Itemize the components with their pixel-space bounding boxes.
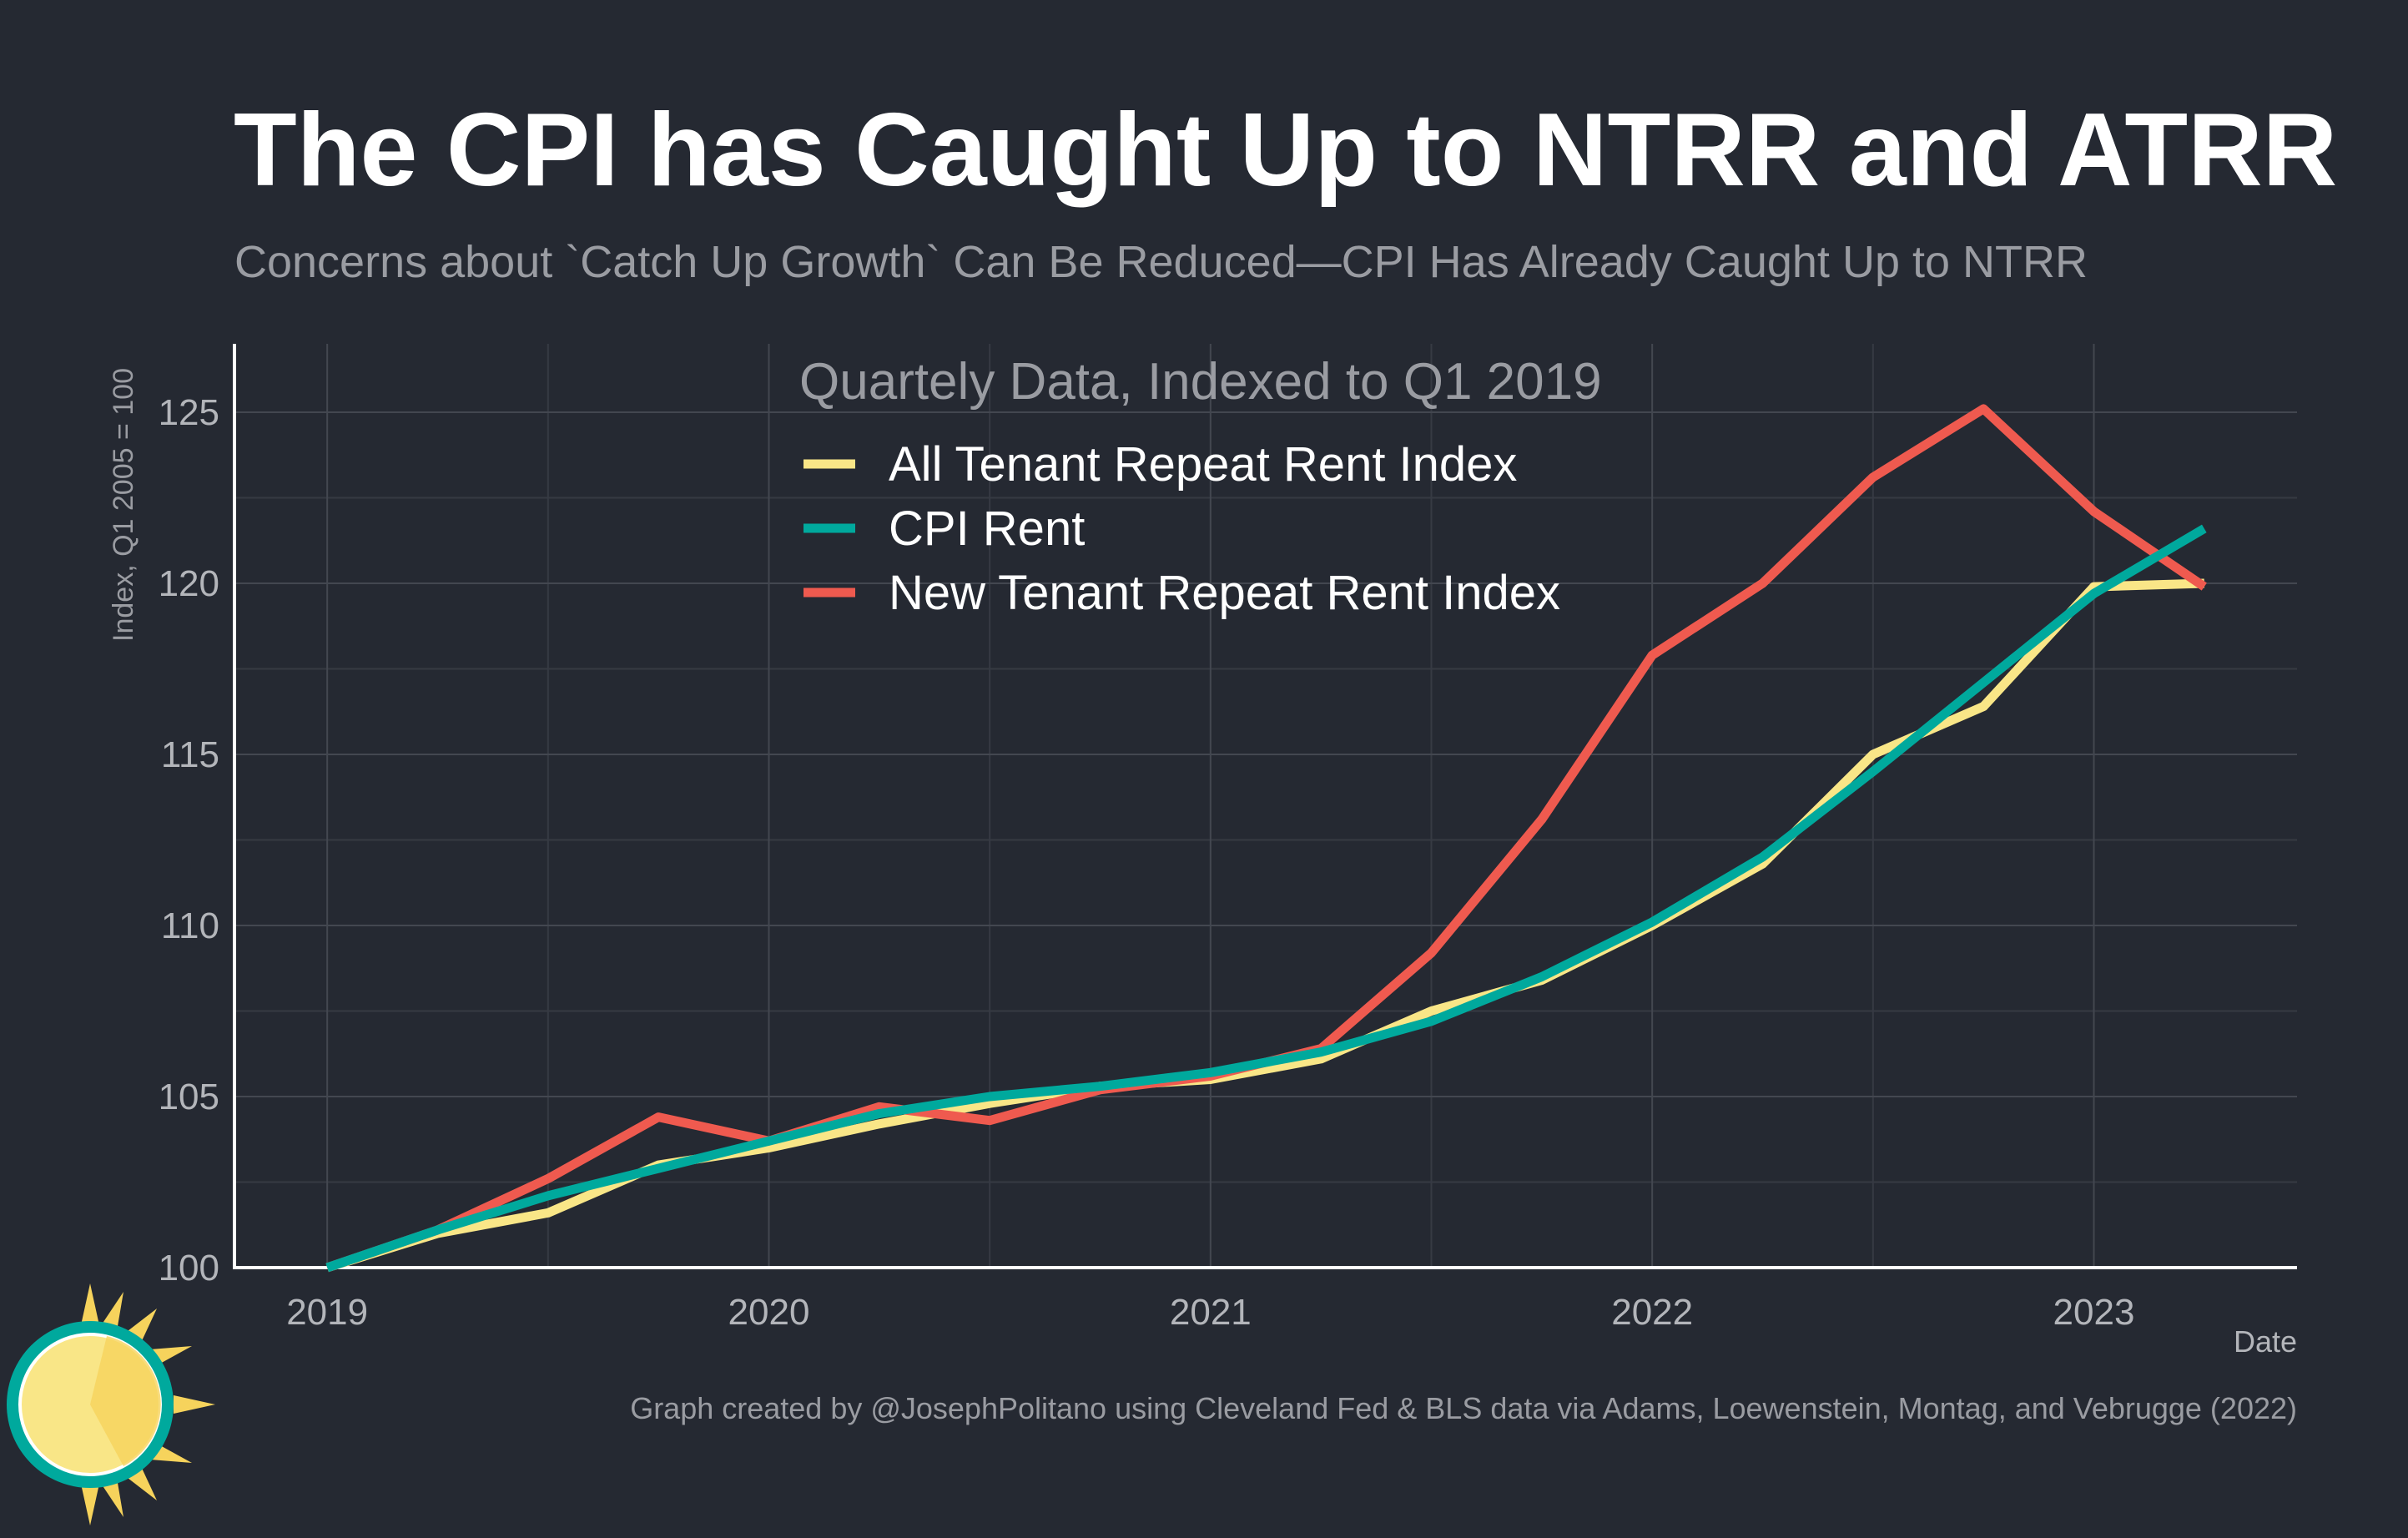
series-line-2 <box>325 524 2207 1273</box>
y-tick-label: 110 <box>161 905 219 946</box>
x-tick-label: 2021 <box>1170 1292 1252 1333</box>
y-tick-label: 100 <box>159 1248 219 1288</box>
legend: Quartely Data, Indexed to Q1 2019 All Te… <box>799 353 1602 620</box>
legend-label: All Tenant Repeat Rent Index <box>889 437 1517 492</box>
sun-logo <box>7 1283 215 1525</box>
chart-title: The CPI has Caught Up to NTRR and ATRR <box>234 93 2337 208</box>
chart-subtitle: Concerns about `Catch Up Growth` Can Be … <box>234 237 2088 287</box>
x-tick-label: 2023 <box>2053 1292 2135 1333</box>
y-tick-label: 115 <box>161 734 219 775</box>
series-lines <box>325 404 2207 1273</box>
x-tick-label: 2019 <box>286 1292 368 1333</box>
legend-title: Quartely Data, Indexed to Q1 2019 <box>799 353 1602 411</box>
y-tick-label: 105 <box>159 1077 219 1117</box>
y-tick-label: 125 <box>159 392 219 433</box>
series-line-3 <box>325 404 2207 1273</box>
y-tick-label: 120 <box>159 563 219 604</box>
gridlines <box>234 344 2297 1268</box>
legend-label: New Tenant Repeat Rent Index <box>889 566 1560 620</box>
sun-shade-icon <box>90 1336 161 1466</box>
axes <box>233 344 2297 1269</box>
x-tick-label: 2020 <box>728 1292 810 1333</box>
x-axis-label: Date <box>2234 1324 2297 1359</box>
legend-label: CPI Rent <box>889 502 1085 556</box>
chart-caption: Graph created by @JosephPolitano using C… <box>630 1391 2297 1425</box>
y-axis-label: Index, Q1 2005 = 100 <box>108 368 139 642</box>
x-tick-label: 2022 <box>1611 1292 1693 1333</box>
tick-labels: 100 105 110 115 120 125 2019 2020 2021 2022 2023 <box>159 392 2135 1333</box>
